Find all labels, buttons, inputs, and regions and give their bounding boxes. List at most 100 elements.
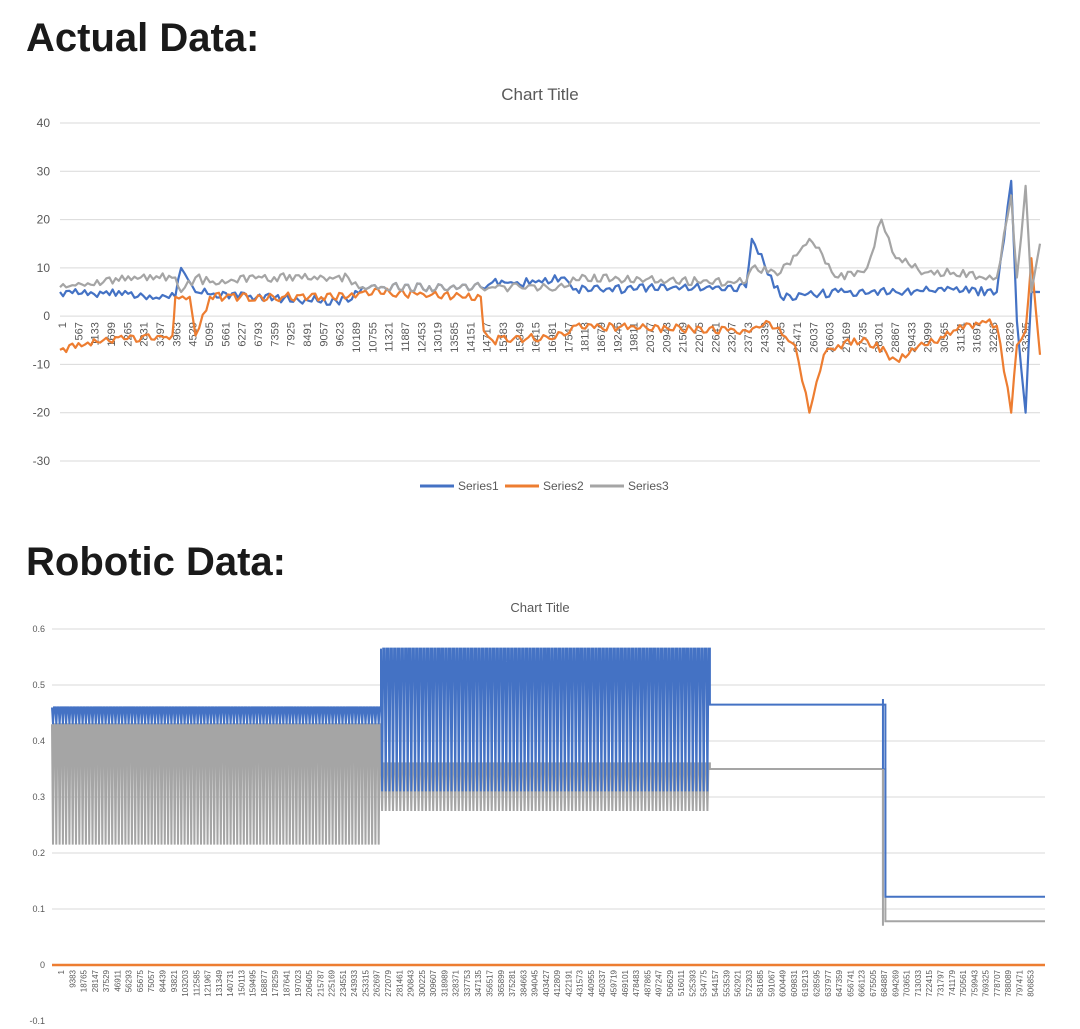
chart2-x-tick-label: 478483 xyxy=(632,969,641,996)
chart2-x-tick-label: 806853 xyxy=(1027,969,1036,996)
chart2-x-tick-label: 534775 xyxy=(700,969,709,996)
chart1-x-tick-label: 16981 xyxy=(547,322,559,353)
chart1-x-tick-label: 5661 xyxy=(220,322,232,346)
chart2-x-tick-label: 9383 xyxy=(68,969,77,987)
chart2-x-tick-label: 197023 xyxy=(294,969,303,996)
chart2-x-tick-label: 46911 xyxy=(113,969,122,991)
chart1-legend-label: Series3 xyxy=(628,479,669,493)
chart2-x-tick-label: 309607 xyxy=(429,969,438,996)
chart2-x-tick-label: 178259 xyxy=(271,969,280,996)
chart1-x-tick-label: 16415 xyxy=(531,322,543,353)
chart2-x-tick-label: 684887 xyxy=(880,969,889,996)
chart2-x-tick-label: 741179 xyxy=(948,969,957,996)
chart2-x-tick-label: 675505 xyxy=(869,969,878,996)
chart2-x-tick-label: 84439 xyxy=(158,969,167,992)
chart2-x-tick-label: 778707 xyxy=(993,969,1002,996)
chart1-y-tick-label: -30 xyxy=(33,454,51,468)
chart1-x-tick-label: 6227 xyxy=(237,322,249,346)
chart2-y-tick-label: 0.6 xyxy=(32,624,45,634)
chart2-x-tick-label: 28147 xyxy=(91,969,100,992)
chart1-x-tick-label: 13019 xyxy=(433,322,445,353)
chart2-x-tick-label: 225169 xyxy=(328,969,337,996)
chart2-x-tick-label: 290843 xyxy=(407,969,416,996)
chart2-x-tick-label: 262697 xyxy=(373,969,382,996)
chart2-x-tick-label: 394045 xyxy=(531,969,540,996)
chart2-x-tick-label: 600449 xyxy=(779,969,788,996)
chart1-x-tick-label: 26037 xyxy=(808,322,820,353)
chart1-x-tick-label: 7925 xyxy=(286,322,298,346)
chart1-y-tick-label: 40 xyxy=(37,116,51,130)
chart1-y-tick-label: -20 xyxy=(33,406,51,420)
chart2-x-tick-label: 328371 xyxy=(452,969,461,996)
chart2-x-tick-label: 731797 xyxy=(937,969,946,996)
chart1-x-tick-label: 18113 xyxy=(580,322,592,352)
chart2-x-tick-label: 459719 xyxy=(610,969,619,996)
chart1-x-tick-label: 5095 xyxy=(204,322,216,346)
chart2-x-tick-label: 525393 xyxy=(688,969,697,996)
chart2-x-tick-label: 562921 xyxy=(734,969,743,996)
chart1-x-tick-label: 23207 xyxy=(727,322,739,353)
chart1-series-line-series2 xyxy=(59,257,1042,414)
chart2-x-tick-label: 431573 xyxy=(576,969,585,996)
chart2-x-tick-label: 440955 xyxy=(587,969,596,996)
actual-data-chart: Chart Title -30 -20 -10 0 10 20 30 40 1 567 1133 169… xyxy=(0,70,1080,510)
chart2-x-tick-label: 703651 xyxy=(903,969,912,996)
chart1-y-tick-label: 0 xyxy=(43,309,50,323)
chart2-y-tick-label: 0.1 xyxy=(32,904,45,914)
chart2-x-tick-label: 722415 xyxy=(925,969,934,996)
chart2-x-tick-label: 713033 xyxy=(914,969,923,996)
chart1-x-tick-label: 4529 xyxy=(188,322,200,346)
chart2-x-tick-label: 797471 xyxy=(1015,969,1024,996)
chart1-x-tick-label: 10755 xyxy=(367,322,379,353)
chart1-x-tick-label: 17547 xyxy=(563,322,575,353)
chart1-x-tick-label: 567 xyxy=(73,322,85,340)
chart2-x-tick-label: 609831 xyxy=(790,969,799,996)
chart2-x-tick-label: 215787 xyxy=(316,969,325,996)
chart2-x-tick-label: 281461 xyxy=(395,969,404,996)
chart2-series-line-series-a xyxy=(51,647,1045,898)
chart2-x-tick-label: 318989 xyxy=(440,969,449,996)
chart1-x-tick-label: 9057 xyxy=(318,322,330,346)
chart2-x-tick-label: 497247 xyxy=(655,969,664,996)
chart2-x-tick-label: 93821 xyxy=(170,969,179,992)
chart1-x-tick-label: 28867 xyxy=(890,322,902,353)
chart1-y-tick-label: 20 xyxy=(37,213,51,227)
chart2-x-tick-label: 365899 xyxy=(497,969,506,996)
chart2-x-tick-label: 234551 xyxy=(339,969,348,996)
chart2-y-tick-label: 0.3 xyxy=(32,792,45,802)
chart1-x-tick-label: 7359 xyxy=(269,322,281,346)
chart2-y-tick-label: 0.2 xyxy=(32,848,45,858)
chart2-x-tick-label: 506629 xyxy=(666,969,675,996)
chart1-x-tick-label: 13585 xyxy=(449,322,461,353)
chart1-x-tick-label: 2265 xyxy=(122,322,134,346)
chart2-x-tick-label: 694269 xyxy=(891,969,900,996)
chart1-x-tick-label: 15283 xyxy=(498,322,510,353)
chart2-x-tick-label: 666123 xyxy=(858,969,867,996)
chart2-title: Chart Title xyxy=(510,600,569,615)
chart2-x-tick-label: 553539 xyxy=(722,969,731,996)
chart2-x-tick-label: 168877 xyxy=(260,969,269,996)
chart2-x-tick-label: 581685 xyxy=(756,969,765,996)
chart1-x-tick-label: 29433 xyxy=(906,322,918,353)
chart1-x-tick-label: 3963 xyxy=(171,322,183,346)
chart1-x-tick-label: 24905 xyxy=(776,322,788,353)
chart1-x-tick-label: 23773 xyxy=(743,322,755,353)
chart1-x-tick-label: 31697 xyxy=(972,322,984,353)
chart1-x-tick-label: 1 xyxy=(57,322,69,328)
chart2-y-tick-label: 0 xyxy=(40,960,45,970)
chart2-series-line-series-c xyxy=(51,723,1045,923)
chart2-x-tick-label: 272079 xyxy=(384,969,393,996)
chart2-x-tick-label: 544157 xyxy=(711,969,720,996)
chart1-x-tick-label: 6793 xyxy=(253,322,265,346)
chart1-x-tick-label: 8491 xyxy=(302,322,314,346)
chart2-x-tick-label: 300225 xyxy=(418,969,427,996)
chart2-x-tick-label: 18765 xyxy=(80,969,89,992)
chart1-series-line-series1 xyxy=(59,179,1041,414)
chart2-x-tick-label: 112585 xyxy=(192,969,201,996)
chart2-x-tick-label: 403427 xyxy=(542,969,551,996)
chart2-x-tick-label: 656741 xyxy=(846,969,855,996)
chart2-x-tick-label: 422191 xyxy=(564,969,573,996)
chart2-x-tick-label: 1 xyxy=(57,969,66,974)
chart2-x-tick-label: 572303 xyxy=(745,969,754,996)
